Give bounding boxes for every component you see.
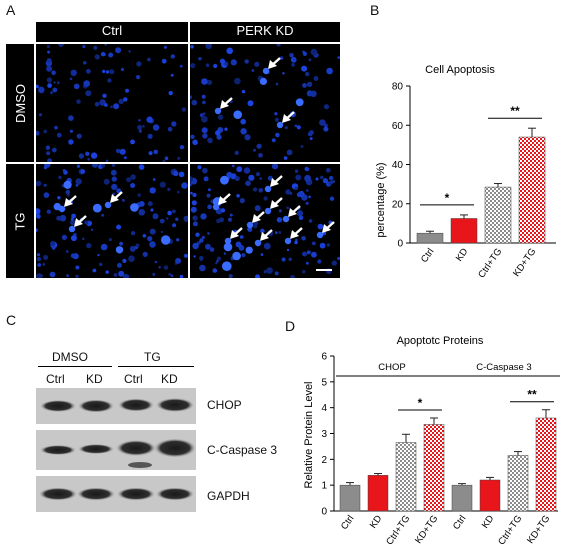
chart-b-bar-3 — [518, 136, 546, 244]
chart-b-ytick-label: 0 — [397, 239, 403, 250]
arrow-icon — [218, 193, 231, 205]
chart-d-ylabel: Relative Protein Level — [303, 381, 315, 488]
chart-b-ytick-label: 40 — [392, 160, 404, 171]
blot-lane-2: KD — [86, 372, 103, 386]
chart-d-group-label-1: C-Caspase 3 — [476, 362, 531, 373]
chart-b-bar-0 — [416, 232, 444, 244]
micrograph-kd-tg — [190, 164, 340, 278]
arrow-icon — [110, 191, 123, 203]
panel-label-b: B — [370, 2, 380, 18]
chart-d-xlabel-0-3: KD+TG — [413, 513, 440, 545]
arrow-icon — [230, 227, 243, 239]
chart-b-xlabel-3: KD+TG — [511, 246, 538, 278]
chart-d-xlabel-1-3: KD+TG — [525, 513, 552, 545]
blot-group-dmso: DMSO — [52, 350, 88, 364]
chart-d-xlabel-1-0: Ctrl — [451, 513, 468, 531]
chart-d-ytick-label: 2 — [321, 455, 327, 466]
chart-b-ytick-label: 80 — [392, 82, 404, 93]
chart-d-sig-label-1: ** — [527, 388, 537, 402]
chart-d-ytick-label: 3 — [321, 429, 327, 440]
chart-d-bar-0-1 — [367, 475, 389, 512]
blot-group-line-dmso — [38, 366, 112, 367]
chart-d-bar-1-2 — [507, 455, 529, 512]
chart-d-bar-0-3 — [423, 424, 445, 512]
blot-group-line-tg — [118, 366, 194, 367]
micrograph-kd-dmso — [190, 44, 340, 162]
blot-group-tg: TG — [144, 350, 161, 364]
chart-b-sig-label-1: ** — [510, 104, 520, 118]
western-blot-image — [36, 388, 196, 512]
chart-b-xlabel-2: Ctrl+TG — [476, 246, 504, 280]
arrow-icon — [252, 211, 265, 223]
micrograph-ctrl-dmso — [36, 44, 188, 162]
chart-d-xlabel-0-2: Ctrl+TG — [384, 513, 412, 547]
chart-b-bar-1 — [450, 218, 478, 244]
chart-apoptotic-proteins: Apoptotc Proteins Relative Protein Level… — [303, 335, 560, 547]
chart-d-bar-1-0 — [451, 484, 473, 512]
chart-b-ytick-label: 20 — [392, 199, 404, 210]
chart-d-xlabel-0-0: Ctrl — [339, 513, 356, 531]
arrow-icon — [270, 197, 283, 209]
chart-b-xlabel-1: KD — [454, 246, 471, 263]
col-header-perk-kd: PERK KD — [190, 22, 340, 42]
arrow-icon — [322, 221, 335, 233]
chart-b-ytick-label: 60 — [392, 121, 404, 132]
micrograph-ctrl-tg — [36, 164, 188, 278]
arrow-icon — [282, 111, 295, 123]
panel-label-c: C — [6, 312, 17, 328]
chart-d-group-label-0: CHOP — [378, 362, 405, 373]
panel-label-d: D — [285, 318, 296, 334]
arrow-icon — [64, 195, 77, 207]
chart-d-bar-0-0 — [339, 484, 361, 512]
chart-b-title: Cell Apoptosis — [425, 64, 495, 76]
chart-d-xlabel-1-1: KD — [480, 513, 497, 530]
chart-d-xlabel-0-1: KD — [368, 513, 385, 530]
chart-d-bar-1-1 — [479, 479, 501, 512]
chart-d-ytick-label: 4 — [321, 403, 327, 414]
chart-d-ytick-label: 6 — [321, 352, 327, 363]
panel-label-a: A — [6, 2, 16, 18]
row-label-tg: TG — [6, 164, 34, 278]
blot-label-gapdh: GAPDH — [207, 489, 250, 503]
arrow-icon — [74, 215, 87, 227]
chart-b-xlabel-0: Ctrl — [419, 246, 436, 264]
chart-d-ytick-label: 5 — [321, 377, 327, 388]
chart-d-ytick-label: 1 — [321, 481, 327, 492]
blot-lane-3: Ctrl — [124, 372, 143, 386]
chart-d-title: Apoptotc Proteins — [397, 335, 484, 347]
col-header-ctrl: Ctrl — [36, 22, 188, 42]
blot-label-c-caspase-3: C-Caspase 3 — [207, 443, 278, 457]
arrow-icon — [270, 175, 283, 187]
chart-d-bar-1-3 — [535, 417, 557, 512]
arrow-icon — [288, 205, 301, 217]
chart-d-sig-label-0: * — [418, 396, 423, 410]
arrow-icon — [220, 97, 233, 109]
chart-b-sig-label-0: * — [445, 191, 450, 205]
arrow-icon — [260, 229, 273, 241]
arrow-icon — [290, 227, 303, 239]
arrow-icon — [268, 57, 281, 69]
blot-lane-1: Ctrl — [46, 372, 65, 386]
chart-d-xlabel-1-2: Ctrl+TG — [496, 513, 524, 547]
blot-lane-4: KD — [161, 372, 178, 386]
chart-d-ytick-label: 0 — [321, 507, 327, 518]
chart-b-bar-2 — [484, 186, 512, 244]
chart-cell-apoptosis: Cell Apoptosis percentage (%) 020406080 … — [375, 64, 556, 280]
blot-label-chop: CHOP — [207, 398, 242, 412]
chart-b-ylabel: percentage (%) — [375, 162, 387, 237]
row-label-dmso: DMSO — [6, 44, 34, 162]
chart-d-bar-0-2 — [395, 442, 417, 512]
